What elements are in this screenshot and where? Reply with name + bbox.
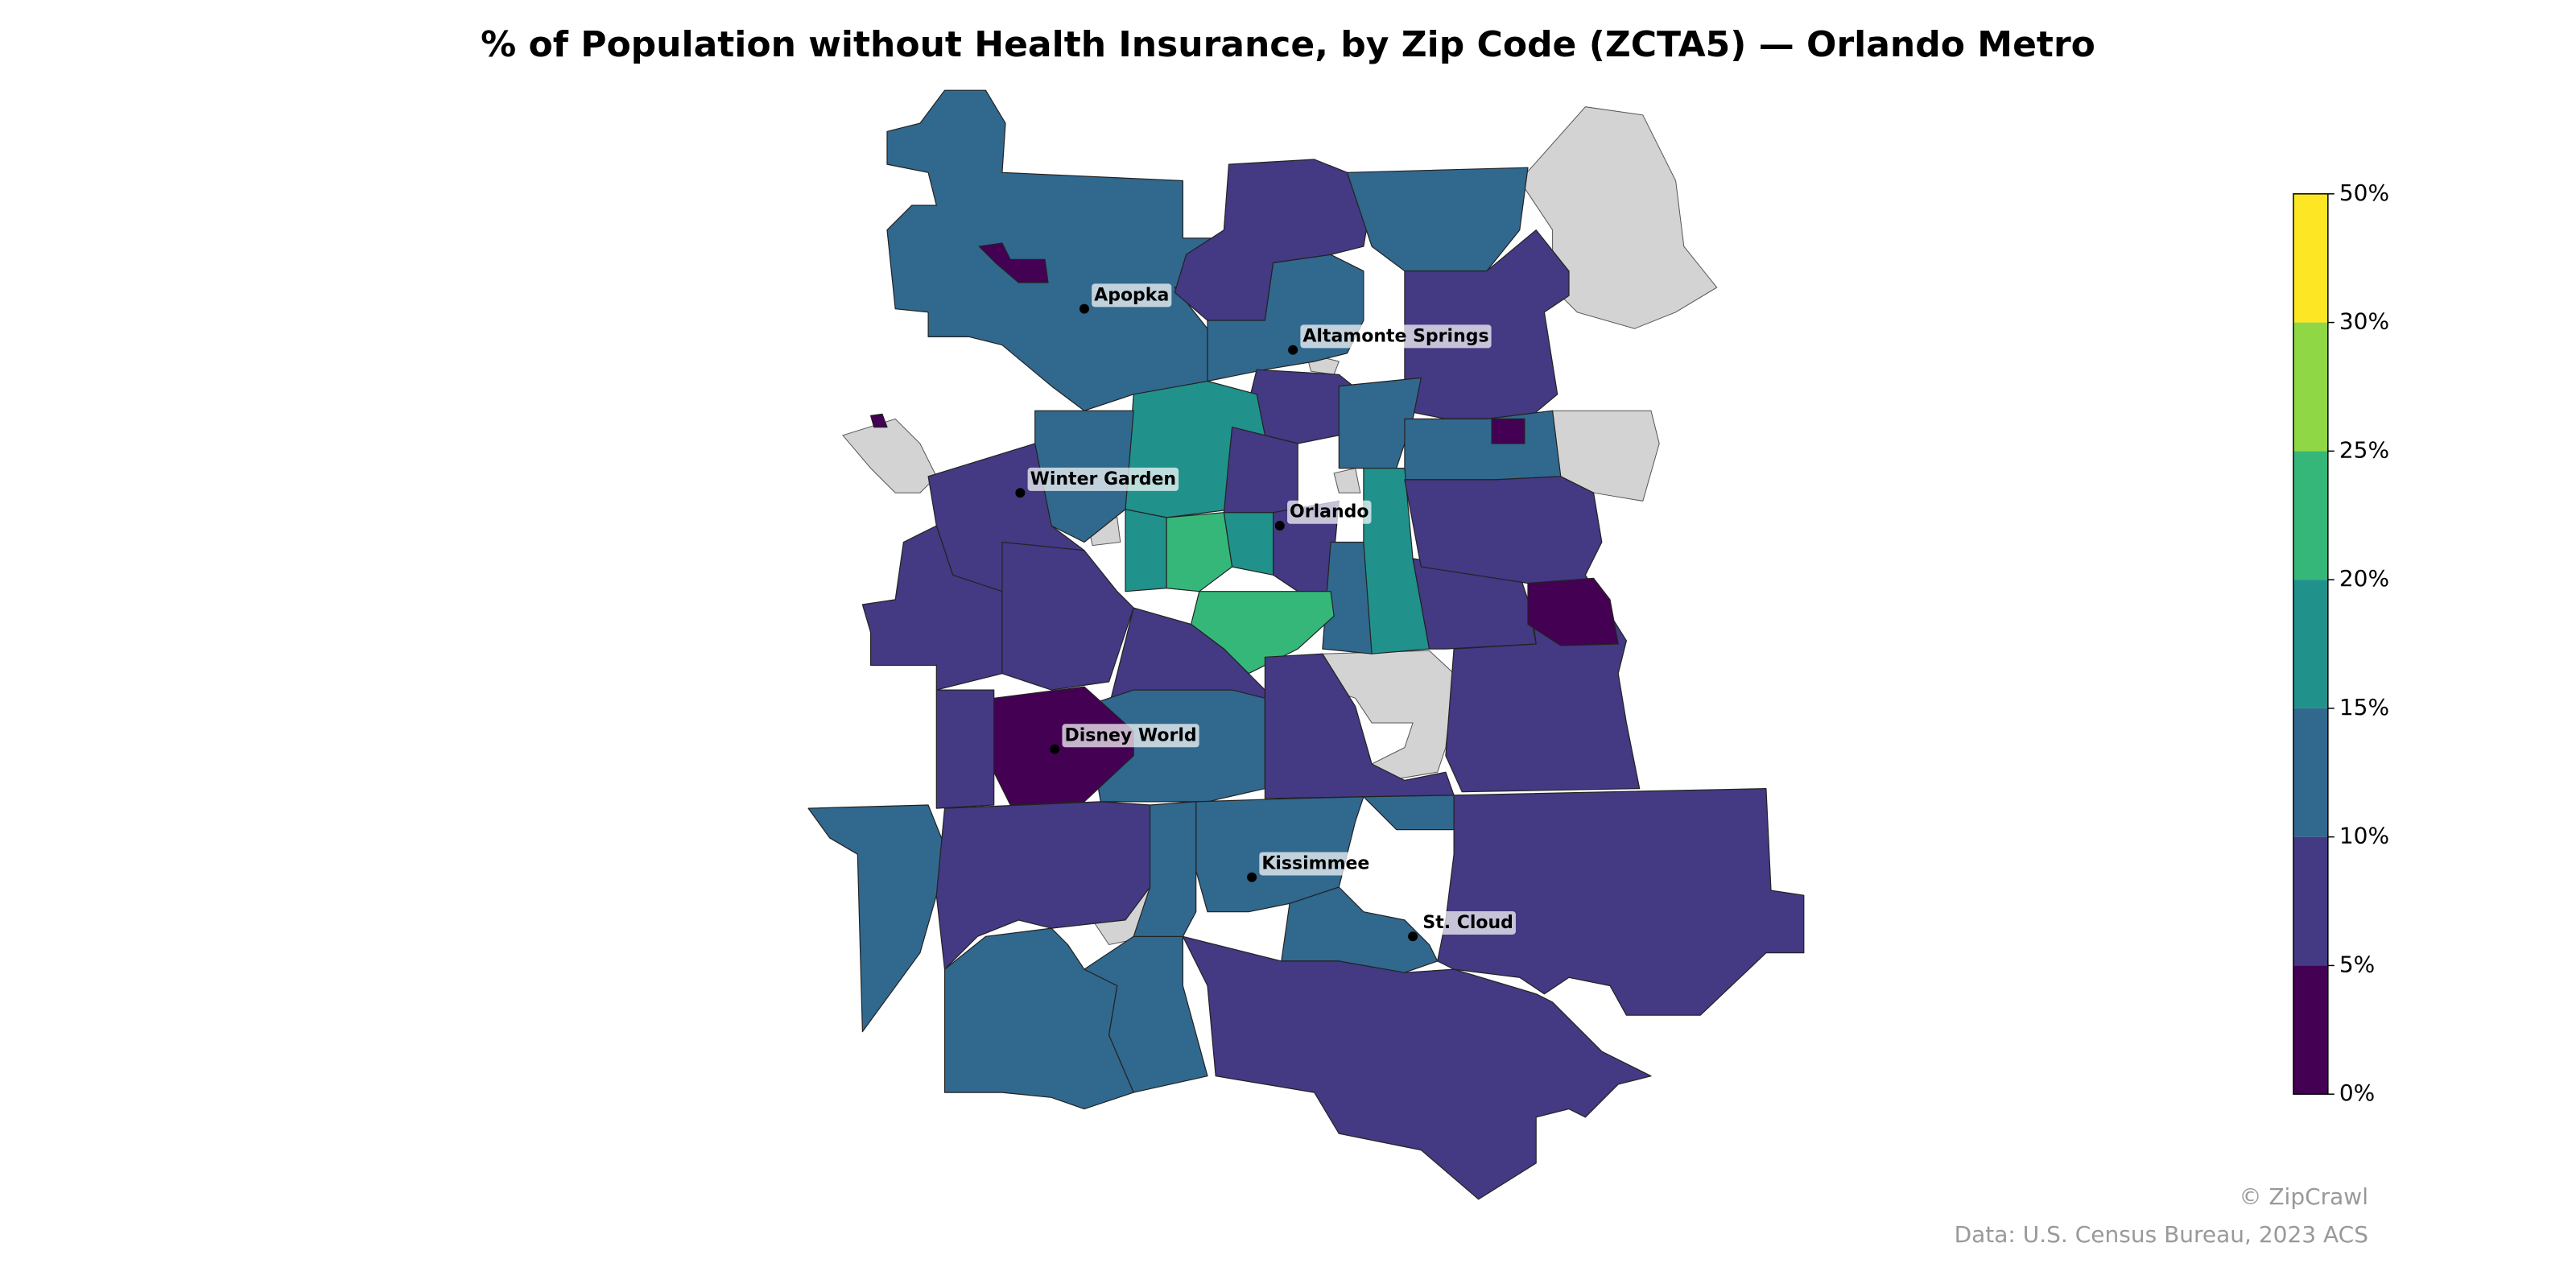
colorbar-segment <box>2293 580 2328 708</box>
city-marker <box>1247 872 1257 882</box>
zip-region <box>1264 653 1455 799</box>
city-marker <box>1408 931 1418 942</box>
zip-region <box>1527 577 1619 646</box>
colorbar-tick-label: 5% <box>2339 951 2375 977</box>
colorbar-segment <box>2293 451 2328 580</box>
map-title: % of Population without Health Insurance… <box>481 24 2095 65</box>
zip-region <box>1404 229 1570 420</box>
source-note: Data: U.S. Census Bureau, 2023 ACS <box>1955 1221 2368 1248</box>
city-marker <box>1050 744 1060 754</box>
city-label-bg <box>1259 852 1373 876</box>
colorbar-tick-label: 50% <box>2339 180 2389 206</box>
city-label: St. Cloud <box>1422 913 1513 933</box>
colorbar-tick-label: 20% <box>2339 565 2389 592</box>
zip-region <box>1346 167 1529 272</box>
zip-region <box>1182 935 1652 1200</box>
zip-region <box>1437 787 1805 1016</box>
colorbar-segment <box>2293 322 2328 452</box>
zip-region <box>869 413 888 428</box>
zip-region <box>935 689 995 809</box>
zip-region <box>1491 418 1525 444</box>
city-label-bg <box>1420 910 1516 935</box>
colorbar-tick-label: 10% <box>2339 823 2389 849</box>
no-data-area <box>1333 467 1361 493</box>
zip-region <box>1125 509 1167 592</box>
colorbar-tick-label: 0% <box>2339 1080 2375 1106</box>
city-label: Disney World <box>1064 725 1196 745</box>
city-label-bg <box>1062 724 1199 748</box>
city-label: Apopka <box>1094 285 1169 305</box>
colorbar-segment <box>2293 708 2328 837</box>
colorbar-segment <box>2293 193 2328 323</box>
colorbar-tick-label: 30% <box>2339 308 2389 335</box>
zip-region <box>978 242 1049 283</box>
city-label-bg <box>1300 324 1492 349</box>
zip-region <box>1166 512 1233 592</box>
zip-region <box>1404 410 1562 481</box>
city-marker <box>1288 345 1298 355</box>
no-data-area <box>842 418 937 493</box>
city-label-bg <box>1092 283 1172 308</box>
zip-region <box>1363 795 1463 831</box>
colorbar-segment <box>2293 965 2328 1095</box>
zip-region <box>1207 254 1364 382</box>
city-label-bg <box>1027 467 1179 491</box>
city-label: Kissimmee <box>1261 853 1369 873</box>
city-label: Altamonte Springs <box>1302 326 1488 346</box>
city-label: Winter Garden <box>1030 469 1177 489</box>
zip-region <box>1001 541 1134 691</box>
zip-region <box>1281 886 1439 973</box>
colorbar-tick-label: 15% <box>2339 694 2389 720</box>
colorbar-frame <box>2293 193 2329 1095</box>
zip-region <box>886 89 1216 411</box>
colorbar-tick-label: 25% <box>2339 436 2389 463</box>
credit: © ZipCrawl <box>2239 1183 2368 1210</box>
city-label-bg <box>1287 500 1372 524</box>
colorbar-segment <box>2293 836 2328 966</box>
zip-region <box>807 804 946 1033</box>
city-marker <box>1079 303 1089 314</box>
city-marker <box>1015 488 1026 498</box>
city-label: Orlando <box>1290 502 1368 522</box>
city-marker <box>1274 521 1285 531</box>
